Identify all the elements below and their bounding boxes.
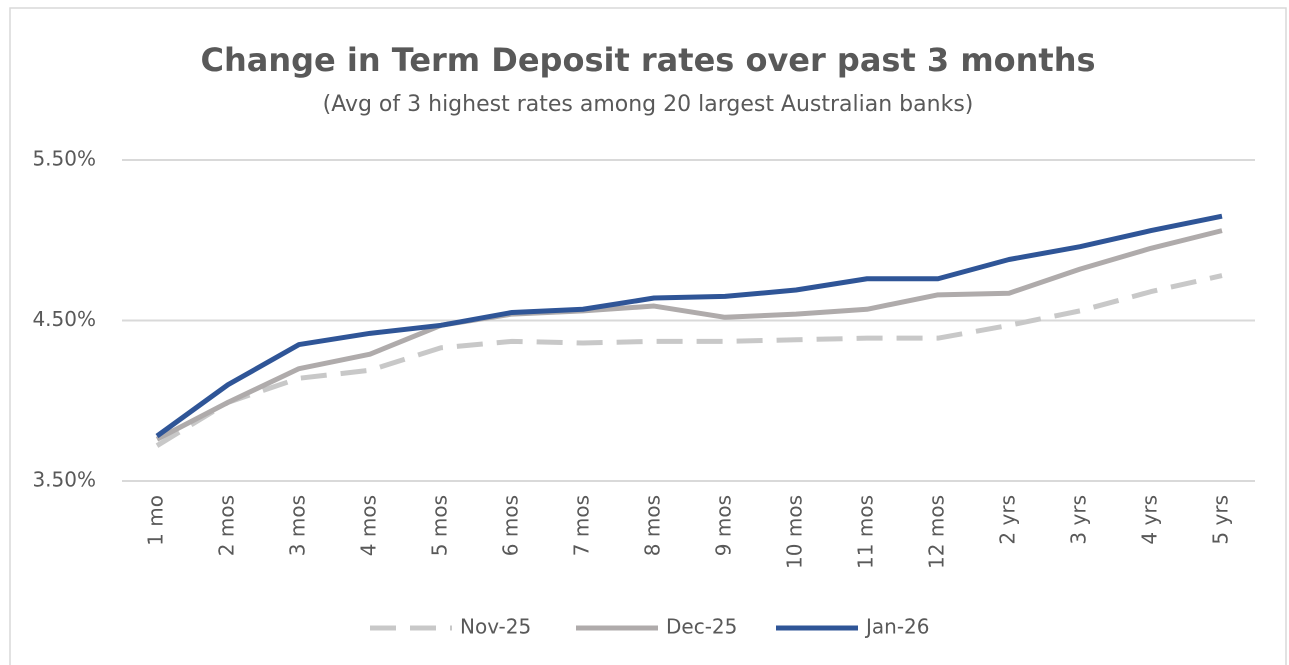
x-tick-label: 2 yrs: [996, 495, 1020, 545]
x-tick-label: 10 mos: [783, 495, 807, 569]
x-tick-label: 6 mos: [499, 495, 523, 556]
legend-label: Nov-25: [460, 615, 531, 639]
y-tick-label: 3.50%: [32, 468, 96, 492]
x-tick-label: 4 yrs: [1138, 495, 1162, 545]
legend-label: Dec-25: [666, 615, 737, 639]
x-tick-label: 7 mos: [570, 495, 594, 556]
x-tick-label: 9 mos: [712, 495, 736, 556]
x-tick-label: 3 yrs: [1067, 495, 1091, 545]
y-tick-label: 4.50%: [32, 307, 96, 331]
chart-border: [9, 7, 1287, 665]
series-line: [155, 213, 1223, 439]
series-line: [155, 228, 1223, 442]
legend-label: Jan-26: [864, 615, 930, 639]
x-tick-label: 5 mos: [428, 495, 452, 556]
chart-title: Change in Term Deposit rates over past 3…: [200, 41, 1095, 79]
x-tick-label: 5 yrs: [1209, 495, 1233, 545]
x-tick-label: 8 mos: [641, 495, 665, 556]
x-tick-label: 12 mos: [925, 495, 949, 569]
x-tick-label: 4 mos: [357, 495, 381, 556]
y-tick-label: 5.50%: [32, 147, 96, 171]
x-tick-label: 1 mo: [144, 495, 168, 546]
x-tick-label: 3 mos: [286, 495, 310, 556]
x-tick-label: 2 mos: [215, 495, 239, 556]
x-tick-label: 11 mos: [854, 495, 878, 569]
chart-subtitle: (Avg of 3 highest rates among 20 largest…: [323, 92, 974, 117]
